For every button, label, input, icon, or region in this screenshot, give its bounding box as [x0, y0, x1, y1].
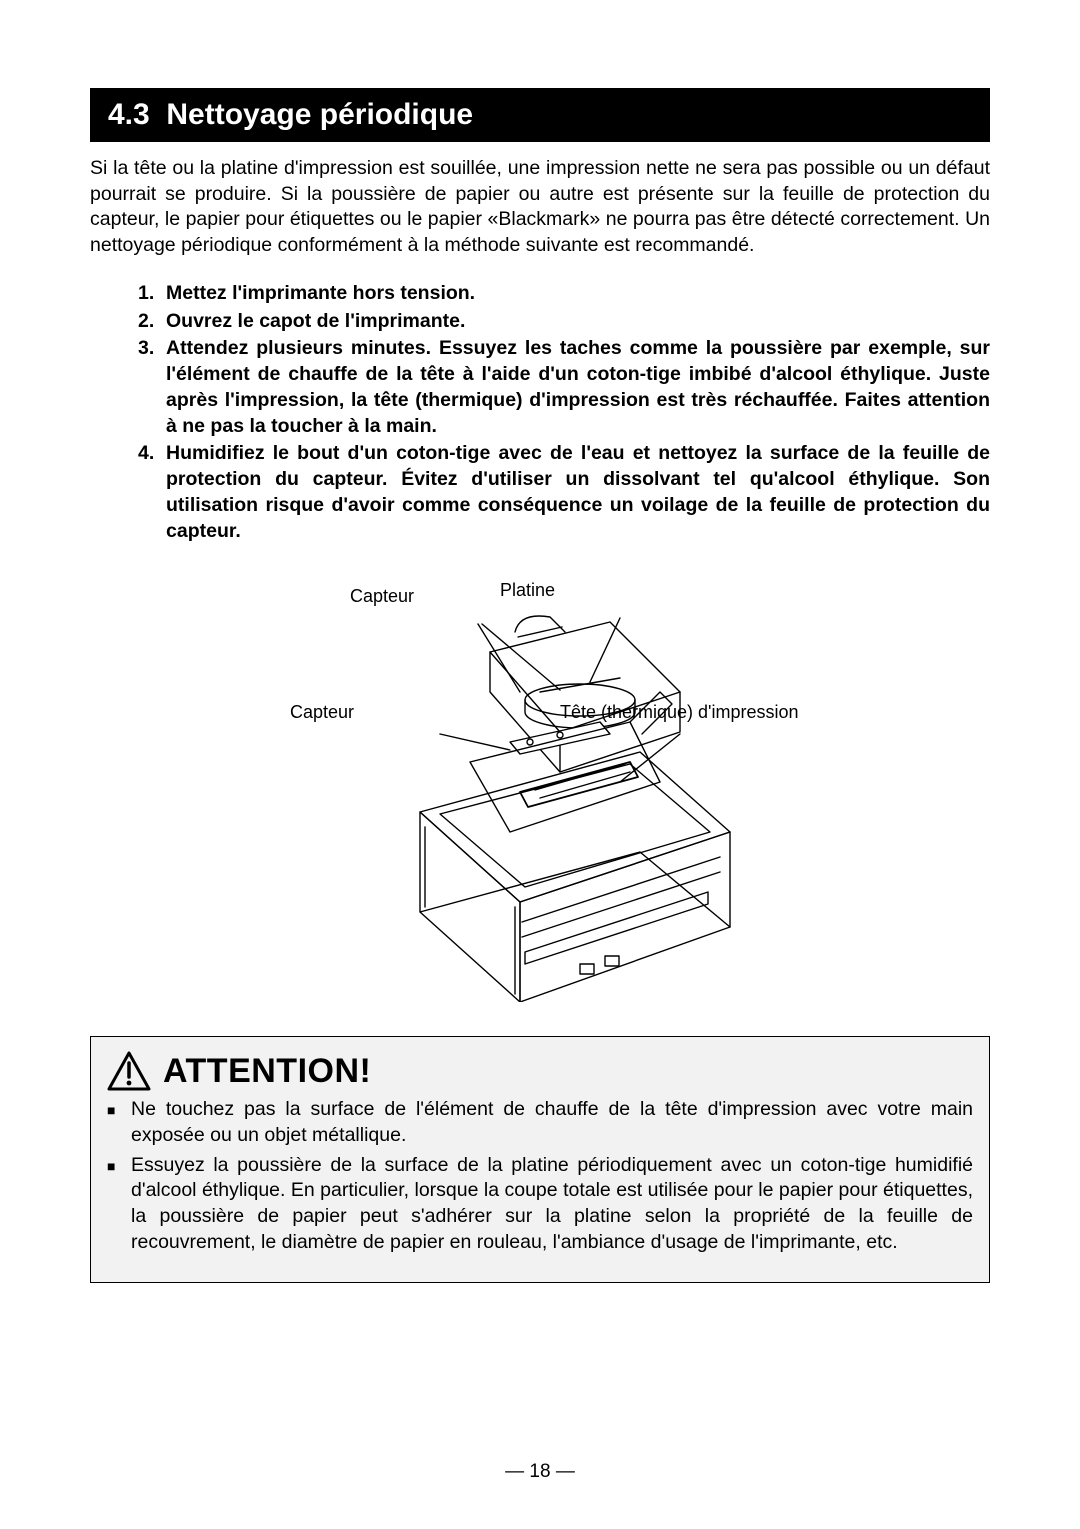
step-text: Mettez l'imprimante hors tension.: [166, 281, 990, 307]
attention-text: Ne touchez pas la surface de l'élément d…: [131, 1097, 973, 1148]
step-text: Ouvrez le capot de l'imprimante.: [166, 309, 990, 335]
steps-list: 1. Mettez l'imprimante hors tension. 2. …: [90, 281, 990, 544]
step-number: 2.: [138, 309, 166, 335]
attention-box: ATTENTION! ■ Ne touchez pas la surface d…: [90, 1036, 990, 1282]
section-title: Nettoyage périodique: [166, 98, 473, 131]
attention-item: ■ Ne touchez pas la surface de l'élément…: [107, 1097, 973, 1148]
step-1: 1. Mettez l'imprimante hors tension.: [138, 281, 990, 307]
intro-paragraph: Si la tête ou la platine d'impression es…: [90, 156, 990, 259]
step-number: 4.: [138, 441, 166, 544]
printer-svg: [260, 582, 820, 1002]
attention-title: ATTENTION!: [107, 1051, 973, 1091]
warning-icon: [107, 1051, 151, 1091]
bullet-icon: ■: [107, 1153, 131, 1256]
page-number: — 18 —: [0, 1461, 1080, 1483]
step-text: Attendez plusieurs minutes. Essuyez les …: [166, 336, 990, 439]
step-number: 1.: [138, 281, 166, 307]
section-header: 4.3 Nettoyage périodique: [90, 88, 990, 142]
attention-label: ATTENTION!: [163, 1052, 371, 1091]
attention-text: Essuyez la poussière de la surface de la…: [131, 1153, 973, 1256]
attention-list: ■ Ne touchez pas la surface de l'élément…: [107, 1097, 973, 1255]
printer-diagram: Capteur Platine Capteur Tête (thermique)…: [90, 572, 990, 1012]
bullet-icon: ■: [107, 1097, 131, 1148]
step-2: 2. Ouvrez le capot de l'imprimante.: [138, 309, 990, 335]
section-number: 4.3: [108, 98, 150, 131]
step-3: 3. Attendez plusieurs minutes. Essuyez l…: [138, 336, 990, 439]
step-number: 3.: [138, 336, 166, 439]
step-text: Humidifiez le bout d'un coton-tige avec …: [166, 441, 990, 544]
step-4: 4. Humidifiez le bout d'un coton-tige av…: [138, 441, 990, 544]
attention-item: ■ Essuyez la poussière de la surface de …: [107, 1153, 973, 1256]
